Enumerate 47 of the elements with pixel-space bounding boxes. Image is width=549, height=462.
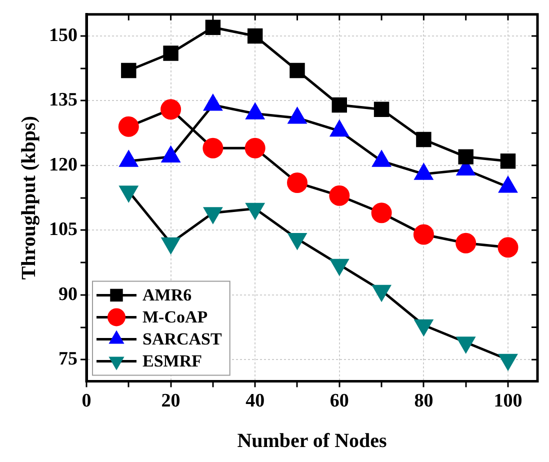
point [371,202,392,224]
x-tick-label: 0 [82,390,92,412]
point [118,116,139,137]
y-tick-label: 135 [49,90,78,111]
point [500,154,516,169]
point [247,28,263,44]
point [290,62,305,78]
legend-label: M-CoAP [142,308,208,327]
y-tick-label: 90 [58,284,78,305]
x-tick-label: 20 [161,390,180,412]
point [416,132,432,148]
point [287,172,308,193]
point [498,237,518,258]
y-tick-label: 120 [49,154,78,176]
point [372,284,391,301]
point [121,62,136,78]
y-tick-label: 105 [49,219,78,240]
x-tick-label: 80 [414,390,434,412]
point [244,138,266,158]
point [414,319,433,336]
legend-label: AMR6 [142,286,192,305]
point [458,149,474,164]
point [246,202,264,219]
point [413,224,434,245]
point [205,20,221,35]
x-axis-title: Number of Nodes [237,430,388,452]
point [332,97,348,113]
point [498,354,518,370]
y-axis-title: Throughput (kbps) [18,116,40,280]
point [456,232,476,254]
x-tick-label: 100 [494,390,522,412]
point [202,138,224,158]
legend-label: ESMRF [142,352,202,371]
point [162,237,180,254]
point [456,336,475,353]
point [374,102,390,117]
y-tick-label: 150 [49,24,78,46]
x-tick-label: 60 [330,390,349,412]
point [288,233,306,250]
point [163,46,178,61]
y-tick-label: 75 [58,348,78,370]
x-tick-label: 40 [246,390,265,412]
point [329,185,350,206]
point [160,99,182,120]
point [330,258,348,275]
legend-label: SARCAST [142,330,223,349]
point [204,207,222,224]
